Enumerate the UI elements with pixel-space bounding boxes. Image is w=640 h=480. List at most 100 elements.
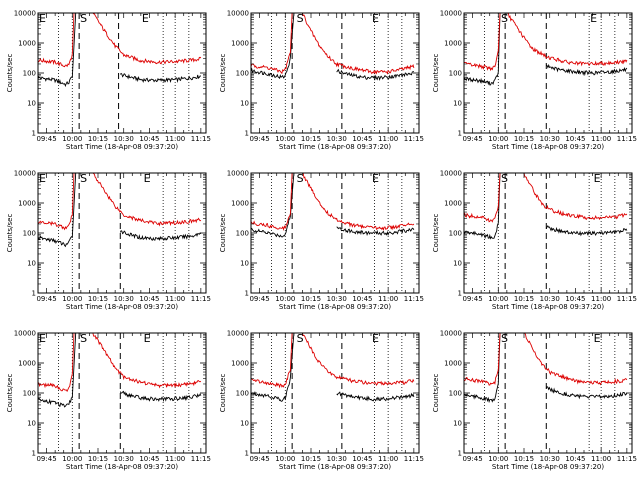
x-tick-label: 10:45: [352, 455, 372, 463]
y-tick-label: 10: [240, 260, 249, 268]
x-tick-label: 10:15: [301, 135, 321, 143]
y-tick-label: 1000: [231, 360, 249, 368]
events-series-line-2: [546, 63, 628, 77]
x-axis-label: Start Time (18-Apr-08 09:37:20): [66, 463, 178, 471]
marker-s-label: S: [501, 172, 508, 185]
plot-panel-8: 1 10 100 1000 10000 09:45 10:00 10:15 10:30 10:45…: [219, 330, 424, 472]
x-tick-label: 09:45: [36, 455, 56, 463]
y-tick-label: 10000: [440, 10, 462, 18]
events-series-line-1: [463, 172, 501, 240]
lld-series-line-2: [301, 12, 415, 75]
x-tick-label: 10:45: [565, 295, 585, 303]
y-axis-label: Counts/sec: [6, 374, 14, 413]
y-axis-label: Counts/sec: [432, 214, 440, 253]
y-tick-label: 100: [236, 70, 249, 78]
lld-series-line-1: [463, 12, 501, 72]
y-axis-label: Counts/sec: [219, 214, 227, 253]
x-tick-label: 10:45: [565, 455, 585, 463]
y-tick-label: 1000: [231, 200, 249, 208]
y-axis-label: Counts/sec: [432, 54, 440, 93]
y-tick-label: 10: [453, 420, 462, 428]
events-series-line-1: [463, 12, 501, 86]
y-axis-label: Counts/sec: [219, 374, 227, 413]
x-tick-label: 11:00: [165, 135, 185, 143]
y-tick-label: 100: [236, 390, 249, 398]
plot-panel-7: 1 10 100 1000 10000 09:45 10:00 10:15 10:30 10:45…: [6, 330, 211, 472]
marker-s-label: S: [297, 12, 304, 25]
x-axis-label: Start Time (18-Apr-08 09:37:20): [492, 463, 604, 471]
marker-e-label: E: [144, 332, 151, 345]
plot-panel-3: 1 10 100 1000 10000 09:45 10:00 10:15 10:30 10:45…: [432, 10, 637, 152]
x-tick-label: 10:15: [88, 455, 108, 463]
x-tick-label: 11:15: [617, 295, 637, 303]
y-tick-label: 100: [449, 70, 462, 78]
marker-e-label: E: [590, 12, 597, 25]
lld-series-line-2: [523, 172, 628, 221]
x-tick-label: 10:00: [488, 455, 508, 463]
x-tick-label: 11:15: [191, 455, 211, 463]
y-tick-label: 1000: [444, 40, 462, 48]
marker-e-label: E: [372, 172, 379, 185]
y-tick-label: 1: [32, 450, 36, 458]
x-tick-label: 10:15: [88, 295, 108, 303]
x-tick-label: 09:45: [249, 455, 269, 463]
y-tick-label: 1: [458, 130, 462, 138]
marker-e-label: E: [594, 332, 601, 345]
y-tick-label: 1: [245, 130, 249, 138]
y-tick-label: 1: [458, 450, 462, 458]
x-tick-label: 09:45: [36, 135, 56, 143]
y-tick-label: 10000: [227, 10, 249, 18]
events-series-line-2: [119, 230, 202, 242]
x-tick-label: 09:45: [462, 295, 482, 303]
plot-frame: [463, 332, 633, 454]
x-tick-label: 10:15: [514, 295, 534, 303]
marker-s-label: S: [80, 172, 87, 185]
events-series-line-1: [37, 332, 77, 408]
marker-e-label: E: [594, 172, 601, 185]
plot-frame: [250, 12, 420, 134]
events-series-line-1: [250, 332, 295, 402]
events-series-line-2: [336, 68, 414, 81]
y-tick-label: 100: [236, 230, 249, 238]
lld-series-line-2: [92, 12, 202, 65]
x-axis-label: Start Time (18-Apr-08 09:37:20): [492, 143, 604, 151]
marker-s-label: S: [501, 12, 508, 25]
lld-series-line-1: [37, 332, 75, 393]
y-tick-label: 10000: [227, 330, 249, 338]
y-tick-label: 1000: [18, 360, 36, 368]
marker-e-label: E: [144, 172, 151, 185]
x-tick-label: 10:30: [114, 295, 134, 303]
plot-panel-9: 1 10 100 1000 10000 09:45 10:00 10:15 10:30 10:45…: [432, 330, 637, 472]
x-tick-label: 10:30: [327, 295, 347, 303]
x-tick-label: 11:00: [378, 295, 398, 303]
y-tick-label: 1: [32, 290, 36, 298]
x-tick-label: 10:00: [275, 135, 295, 143]
x-tick-label: 11:00: [591, 455, 611, 463]
x-tick-label: 10:30: [114, 135, 134, 143]
x-tick-label: 11:15: [617, 135, 637, 143]
y-tick-label: 1: [458, 290, 462, 298]
marker-s-label: S: [297, 332, 304, 345]
lld-series-line-1: [463, 172, 501, 223]
x-tick-label: 11:00: [591, 135, 611, 143]
events-series-line-2: [336, 226, 415, 237]
marker-s-label: S: [501, 332, 508, 345]
x-tick-label: 10:00: [488, 295, 508, 303]
x-tick-label: 10:30: [327, 135, 347, 143]
plot-panel-6: 1 10 100 1000 10000 09:45 10:00 10:15 10:30 10:45…: [432, 170, 637, 312]
marker-s-label: S: [80, 12, 87, 25]
plot-panel-5: 1 10 100 1000 10000 09:45 10:00 10:15 10:30 10:45…: [219, 170, 424, 312]
x-axis-label: Start Time (18-Apr-08 09:37:20): [279, 303, 391, 311]
y-tick-label: 1000: [444, 200, 462, 208]
y-tick-label: 1000: [18, 40, 36, 48]
x-tick-label: 10:15: [514, 135, 534, 143]
x-tick-label: 11:15: [617, 455, 637, 463]
x-tick-label: 10:45: [139, 135, 159, 143]
x-tick-label: 10:30: [114, 455, 134, 463]
plot-panel-4: 1 10 100 1000 10000 09:45 10:00 10:15 10:30 10:45…: [6, 170, 211, 312]
plot-panel-2: 1 10 100 1000 10000 09:45 10:00 10:15 10:30 10:45…: [219, 10, 424, 152]
events-series-line-2: [545, 386, 628, 400]
plot-frame: [250, 332, 420, 454]
x-tick-label: 11:15: [404, 135, 424, 143]
y-tick-label: 10: [27, 260, 36, 268]
